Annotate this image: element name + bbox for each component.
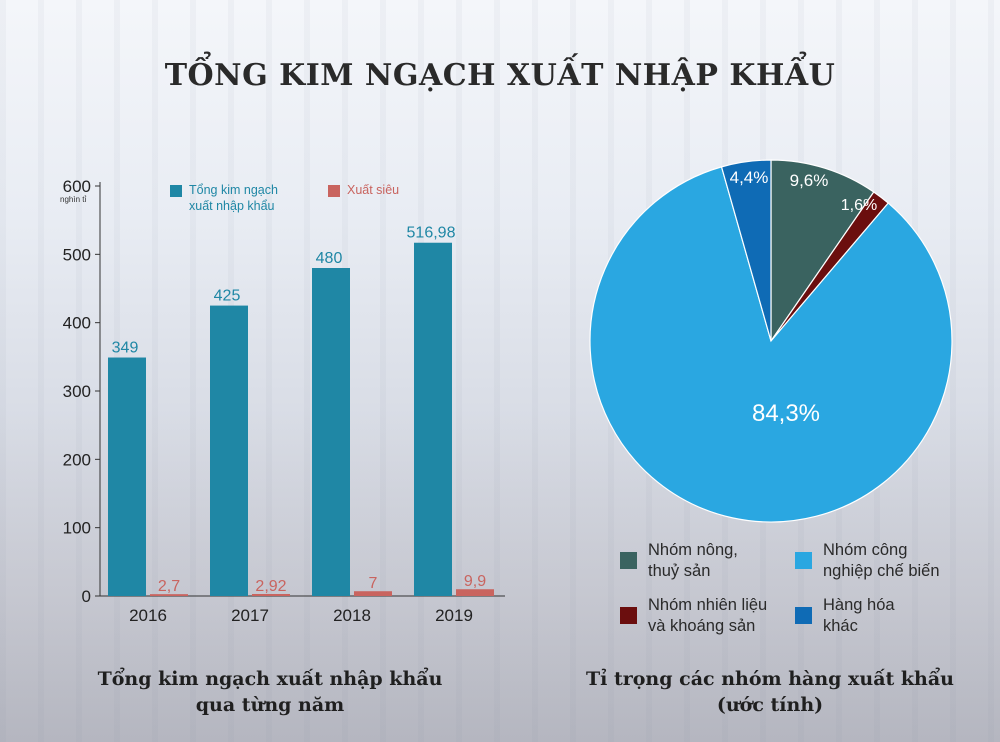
pie-legend-label-line: Nhóm nhiên liệu bbox=[648, 596, 768, 614]
pie-chart-caption: Tỉ trọng các nhóm hàng xuất khẩu (ước tí… bbox=[585, 666, 955, 718]
bar-caption-line-1: Tổng kim ngạch xuất nhập khẩu bbox=[97, 668, 443, 690]
pie-slice-label-0: 9,6% bbox=[790, 171, 829, 190]
pie-legend-swatch bbox=[795, 607, 812, 624]
bar-surplus-label: 2,7 bbox=[158, 578, 180, 595]
bar-surplus-2017 bbox=[252, 594, 290, 596]
bar-caption-line-2: qua từng năm bbox=[195, 694, 345, 716]
pie-caption-line-2: (ước tính) bbox=[716, 694, 824, 716]
pie-legend-label-line: khác bbox=[823, 617, 858, 635]
bar-surplus-2016 bbox=[150, 594, 188, 596]
pie-slice-2 bbox=[589, 166, 953, 523]
y-tick-label: 400 bbox=[63, 314, 91, 333]
page-title: TỔNG KIM NGẠCH XUẤT NHẬP KHẨU bbox=[164, 58, 836, 93]
pie-legend-label: Nhóm nông, thuỷ sản bbox=[648, 540, 798, 582]
bar-surplus-2018 bbox=[354, 591, 392, 596]
pie-legend-label: Nhóm công nghiệp chế biến bbox=[823, 540, 973, 582]
y-unit-label: nghìn tỉ bbox=[60, 195, 86, 204]
pie-legend-label-line: thuỷ sản bbox=[648, 562, 711, 580]
legend-label-1: Xuất siêu bbox=[347, 183, 399, 197]
y-tick-label: 200 bbox=[63, 450, 91, 469]
pie-legend-label-line: Nhóm nông, bbox=[648, 541, 738, 559]
bar-surplus-2019 bbox=[456, 589, 494, 596]
x-tick-label: 2019 bbox=[435, 606, 473, 625]
bar-surplus-label: 2,92 bbox=[255, 578, 286, 595]
pie-slice-0 bbox=[770, 159, 875, 343]
bar-total-label: 349 bbox=[112, 340, 139, 357]
legend-label-0: Tổng kim ngạch xuất nhập khẩu bbox=[189, 183, 278, 213]
bar-total-label: 480 bbox=[316, 250, 343, 267]
bar-surplus-label: 9,9 bbox=[464, 573, 486, 590]
x-tick-label: 2017 bbox=[231, 606, 269, 625]
bar-surplus-label: 7 bbox=[369, 575, 378, 592]
pie-legend-swatch bbox=[620, 552, 637, 569]
pie-slice-3 bbox=[720, 159, 772, 342]
pie-slice-label-2: 84,3% bbox=[752, 400, 820, 427]
bar-total-label: 516,98 bbox=[407, 225, 456, 242]
bar-total-label: 425 bbox=[214, 288, 241, 305]
pie-legend-label: Nhóm nhiên liệu và khoáng sản bbox=[648, 595, 798, 637]
pie-slice-label-1: 1,6% bbox=[841, 197, 877, 214]
pie-legend-label: Hàng hóa khác bbox=[823, 595, 973, 637]
bar-total-2019 bbox=[414, 242, 452, 596]
bar-total-2018 bbox=[312, 268, 350, 596]
bar-chart-caption: Tổng kim ngạch xuất nhập khẩu qua từng n… bbox=[60, 666, 480, 718]
pie-legend: Nhóm nông, thuỷ sản Nhóm công nghiệp chế bi… bbox=[620, 540, 990, 650]
pie-legend-label-line: Nhóm công bbox=[823, 541, 908, 559]
pie-legend-swatch bbox=[795, 552, 812, 569]
x-tick-label: 2018 bbox=[333, 606, 371, 625]
pie-caption-line-1: Tỉ trọng các nhóm hàng xuất khẩu bbox=[585, 668, 954, 690]
pie-slice-label-3: 4,4% bbox=[730, 168, 769, 187]
pie-legend-swatch bbox=[620, 607, 637, 624]
y-tick-label: 500 bbox=[63, 245, 91, 264]
pie-legend-label-line: và khoáng sản bbox=[648, 617, 756, 635]
bar-total-2017 bbox=[210, 305, 248, 596]
y-tick-label: 600 bbox=[63, 177, 91, 196]
pie-legend-label-line: Hàng hóa bbox=[823, 596, 895, 614]
pie-legend-label-line: nghiệp chế biến bbox=[823, 562, 940, 580]
y-tick-label: 100 bbox=[63, 519, 91, 538]
y-tick-label: 300 bbox=[63, 382, 91, 401]
bar-total-2016 bbox=[108, 357, 146, 596]
legend-swatch-1 bbox=[328, 185, 340, 197]
pie-chart: 9,6% 1,6% 84,3% 4,4% bbox=[589, 159, 953, 523]
y-tick-label: 0 bbox=[82, 587, 91, 606]
x-tick-label: 2016 bbox=[129, 606, 167, 625]
legend-swatch-0 bbox=[170, 185, 182, 197]
